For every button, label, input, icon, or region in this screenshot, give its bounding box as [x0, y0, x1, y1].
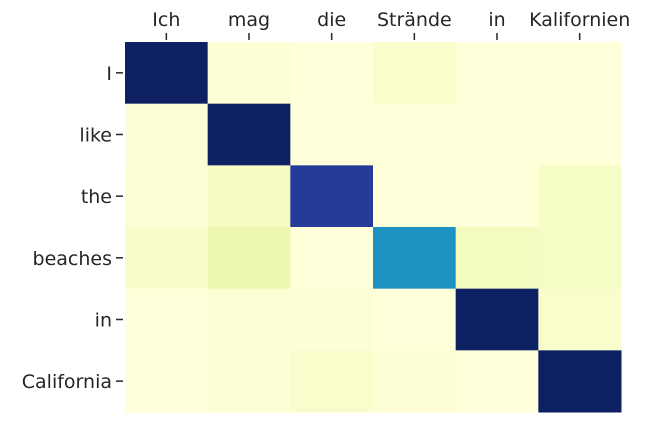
heatmap-cell-r4-c5 [538, 288, 622, 351]
y-tick-label: the [81, 186, 112, 208]
heatmap-cell-r1-c0 [125, 103, 209, 166]
y-tick-label: like [79, 125, 112, 147]
x-tick-label: Kalifornien [529, 9, 630, 31]
heatmap-cell-r3-c5 [538, 227, 622, 290]
heatmap-cell-r0-c1 [207, 42, 291, 105]
x-tick-label: die [317, 9, 346, 31]
x-tick-label: Strände [377, 9, 452, 31]
heatmap-cell-r2-c5 [538, 165, 622, 228]
heatmap-cell-r4-c1 [207, 288, 291, 351]
heatmap-cell-r5-c3 [373, 350, 457, 413]
heatmap-cell-r3-c3 [373, 227, 457, 290]
y-tick-label: beaches [33, 248, 112, 270]
x-tick-label: mag [228, 9, 270, 31]
heatmap-cell-r0-c5 [538, 42, 622, 105]
heatmap-cell-r2-c0 [125, 165, 209, 228]
heatmap-cell-r4-c0 [125, 288, 209, 351]
heatmap-cell-r5-c4 [455, 350, 539, 413]
x-tick-label: Ich [152, 9, 180, 31]
heatmap-cell-r5-c5 [538, 350, 622, 413]
heatmap-cell-r0-c4 [455, 42, 539, 105]
heatmap-cell-r3-c1 [207, 227, 291, 290]
heatmap-cell-r2-c1 [207, 165, 291, 228]
heatmap-cell-r1-c2 [290, 103, 374, 166]
heatmap-cell-r2-c2 [290, 165, 374, 228]
heatmap-cell-r1-c4 [455, 103, 539, 166]
heatmap-cell-r2-c4 [455, 165, 539, 228]
heatmap-cell-r5-c1 [207, 350, 291, 413]
x-tick-label: in [488, 9, 505, 31]
heatmap-cell-r1-c1 [207, 103, 291, 166]
heatmap-cell-r0-c0 [125, 42, 209, 105]
heatmap-cell-r4-c2 [290, 288, 374, 351]
y-tick-label: in [95, 310, 112, 332]
x-axis-top: Ich mag die Strände in Kalifornien [152, 9, 630, 40]
heatmap-cell-r2-c3 [373, 165, 457, 228]
y-tick-label: I [106, 63, 112, 85]
heatmap-cell-r3-c2 [290, 227, 374, 290]
heatmap-cell-r1-c5 [538, 103, 622, 166]
y-tick-label: California [22, 371, 112, 393]
heatmap-cell-r4-c4 [455, 288, 539, 351]
heatmap-cell-r0-c3 [373, 42, 457, 105]
heatmap-cell-r5-c0 [125, 350, 209, 413]
heatmap-cell-r4-c3 [373, 288, 457, 351]
heatmap-cells [125, 42, 622, 413]
heatmap-cell-r0-c2 [290, 42, 374, 105]
heatmap-cell-r5-c2 [290, 350, 374, 413]
heatmap-cell-r1-c3 [373, 103, 457, 166]
heatmap-cell-r3-c0 [125, 227, 209, 290]
heatmap-cell-r3-c4 [455, 227, 539, 290]
